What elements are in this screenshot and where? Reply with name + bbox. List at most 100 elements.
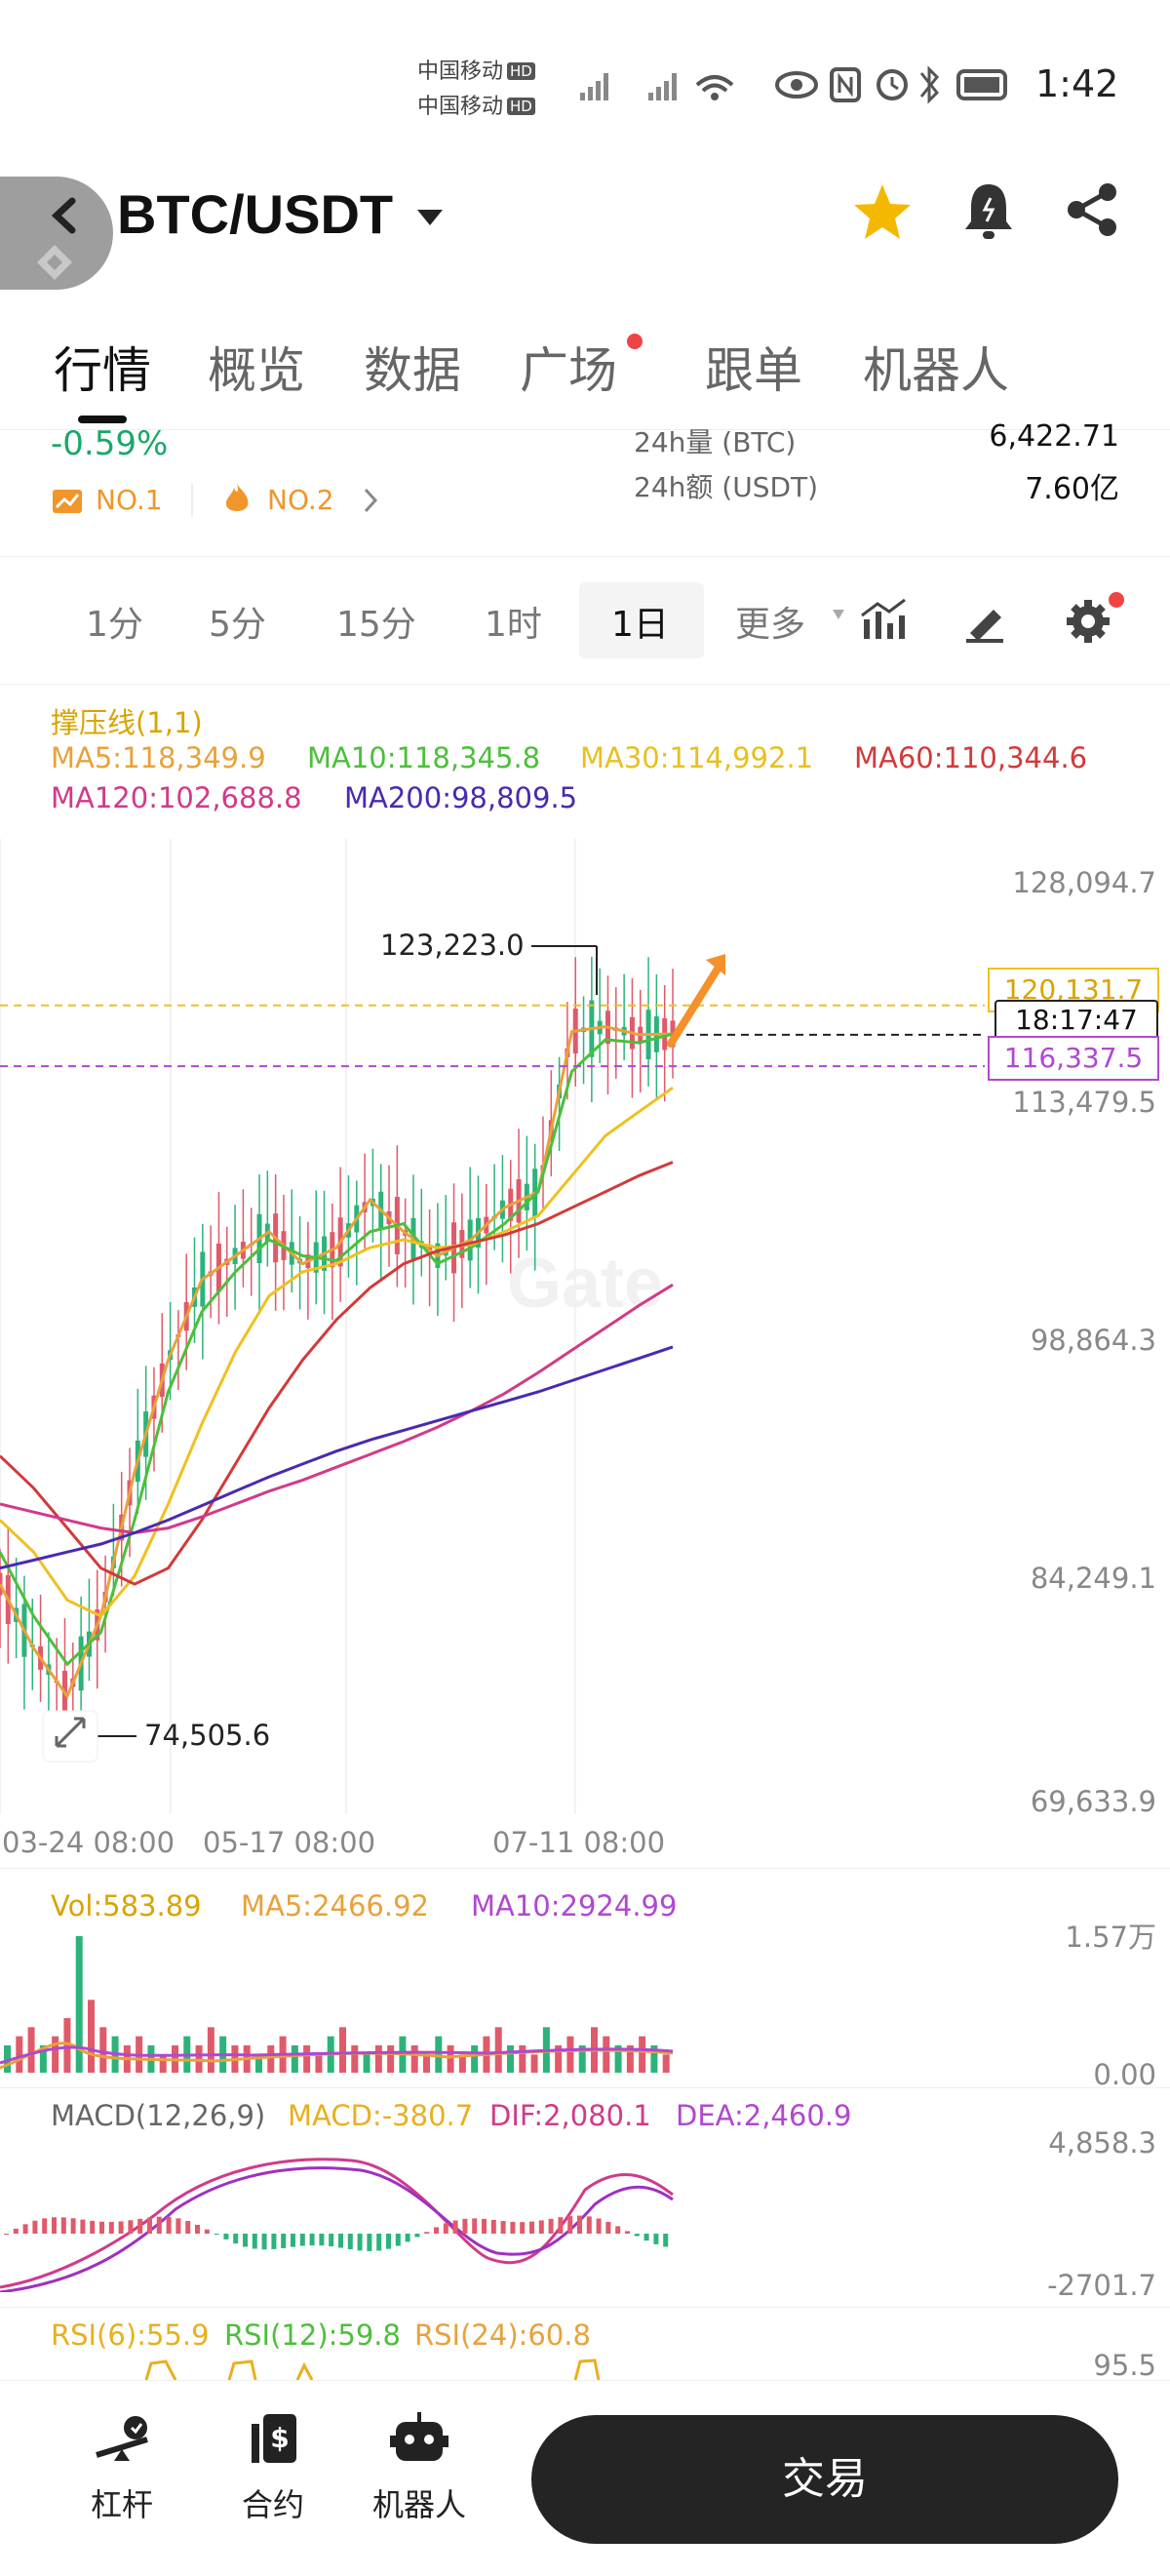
volume-bar xyxy=(458,2054,466,2073)
timeframe-5m[interactable]: 5分 xyxy=(209,605,266,645)
volume-bar xyxy=(75,1936,83,2073)
ma120-label: MA120:102,688.8 xyxy=(51,781,302,814)
x-axis-label-1: 03-24 08:00 xyxy=(2,1826,176,1859)
series-line-ma120 xyxy=(0,1283,674,1535)
macd-bar xyxy=(32,2220,38,2234)
y-axis-label-2: 113,479.5 xyxy=(1012,1086,1156,1119)
tab-bots[interactable]: 机器人 xyxy=(863,342,1009,399)
tab-copy-trading[interactable]: 跟单 xyxy=(705,342,802,399)
notification-dot xyxy=(627,334,643,349)
timeframe-15m[interactable]: 15分 xyxy=(336,605,416,645)
macd-bar xyxy=(214,2234,219,2235)
macd-bar xyxy=(520,2222,526,2234)
high-label: 123,223.0 xyxy=(380,929,525,962)
volume-ma10-label: MA10:2924.99 xyxy=(471,1889,678,1922)
timeframe-1m[interactable]: 1分 xyxy=(86,605,143,645)
bell-icon[interactable] xyxy=(959,178,1018,243)
share-icon[interactable] xyxy=(1063,180,1121,239)
price-change-percent: -0.59% xyxy=(51,424,169,463)
trade-button[interactable]: 交易 xyxy=(531,2415,1118,2544)
series-line-ma10 xyxy=(0,1032,674,1667)
y-axis-label-3: 98,864.3 xyxy=(1030,1324,1156,1357)
tab-market[interactable]: 行情 xyxy=(54,342,151,399)
ma10-label: MA10:118,345.8 xyxy=(307,741,541,774)
volume-bar xyxy=(291,2045,298,2073)
volume-bar xyxy=(255,2054,262,2073)
dropdown-icon[interactable] xyxy=(415,206,445,229)
nav-leverage[interactable]: 杠杆 xyxy=(58,2410,185,2525)
timeframe-1h[interactable]: 1时 xyxy=(485,605,542,645)
macd-bar xyxy=(367,2234,372,2251)
amount-label: 24h额 (USDT) xyxy=(634,471,819,503)
macd-bar xyxy=(490,2219,496,2234)
macd-bar xyxy=(70,2218,76,2234)
settings-icon[interactable] xyxy=(1063,594,1115,647)
star-icon[interactable] xyxy=(851,180,914,243)
volume-ma5-label: MA5:2466.92 xyxy=(241,1889,430,1922)
volume-label: 24h量 (BTC) xyxy=(634,426,797,458)
chevron-right-icon[interactable] xyxy=(361,486,380,515)
macd-bar xyxy=(567,2215,573,2234)
macd-bar xyxy=(338,2234,343,2248)
macd-bar xyxy=(118,2221,124,2234)
macd-bar xyxy=(319,2234,325,2246)
macd-bar xyxy=(299,2234,305,2246)
macd-bar xyxy=(472,2218,478,2234)
nav-bots[interactable]: 机器人 xyxy=(356,2410,483,2525)
y-axis-label-5: 69,633.9 xyxy=(1030,1785,1156,1818)
volume-bar xyxy=(555,2045,563,2073)
bottom-nav: 杠杆 $ 合约 机器人 交易 xyxy=(0,2380,1170,2576)
macd-bar xyxy=(452,2220,458,2234)
macd-bar xyxy=(538,2220,544,2234)
timeframe-more[interactable]: 更多 xyxy=(735,605,806,645)
rank-badge-2[interactable]: NO.2 xyxy=(267,484,334,516)
volume-bar xyxy=(471,2045,479,2073)
volume-chart xyxy=(0,1936,674,2073)
volume-bar xyxy=(52,2036,59,2073)
volume-bar xyxy=(435,2036,443,2073)
timeframe-1d[interactable]: 1日 xyxy=(611,605,669,645)
carrier-2: 中国移动 HD xyxy=(417,89,535,120)
macd-bar xyxy=(482,2218,487,2234)
candlestick-chart[interactable]: Gate xyxy=(0,839,1170,1814)
macd-bar xyxy=(128,2220,134,2234)
divider xyxy=(0,1868,1170,1869)
macd-bar xyxy=(596,2218,602,2234)
rank-badge-1[interactable]: NO.1 xyxy=(96,484,163,516)
macd-bar xyxy=(223,2234,229,2239)
macd-bar xyxy=(376,2234,382,2251)
macd-bar xyxy=(42,2218,48,2234)
volume-bar xyxy=(27,2027,35,2073)
macd-bar xyxy=(108,2221,114,2234)
pair-title[interactable]: BTC/USDT xyxy=(117,183,394,245)
ma5-label: MA5:118,349.9 xyxy=(51,741,266,774)
draw-pen-icon[interactable] xyxy=(960,596,1009,645)
macd-bar xyxy=(558,2217,564,2234)
macd-bar xyxy=(605,2221,611,2234)
volume-bar xyxy=(639,2036,646,2073)
rsi12-value: RSI(12):59.8 xyxy=(224,2318,401,2352)
tab-bar: 行情 概览 数据 广场 跟单 机器人 xyxy=(0,322,1170,430)
macd-bar xyxy=(625,2231,630,2234)
fullscreen-button[interactable] xyxy=(42,1710,98,1763)
macd-bar xyxy=(405,2234,410,2242)
volume-value: 6,422.71 xyxy=(989,419,1119,454)
tab-data[interactable]: 数据 xyxy=(364,342,461,399)
macd-bar xyxy=(500,2221,506,2234)
back-button[interactable] xyxy=(0,177,113,290)
macd-value: MACD:-380.7 xyxy=(288,2099,474,2132)
macd-bar xyxy=(663,2234,669,2247)
tab-square[interactable]: 广场 xyxy=(520,342,617,399)
volume-bar xyxy=(363,2054,370,2073)
macd-bar xyxy=(261,2234,267,2250)
tab-overview[interactable]: 概览 xyxy=(208,342,305,399)
status-bar: 中国移动 HD 中国移动 HD 1:42 xyxy=(0,0,1170,156)
volume-bar xyxy=(530,2054,538,2073)
indicator-icon[interactable] xyxy=(858,596,907,645)
divider xyxy=(0,2087,1170,2088)
nav-contract[interactable]: $ 合约 xyxy=(210,2410,336,2525)
volume-bar xyxy=(339,2027,346,2073)
timeframe-bar: 1分 5分 15分 1时 1日 更多 xyxy=(0,556,1170,685)
moving-average-lines xyxy=(0,1025,674,1700)
macd-bar xyxy=(147,2217,152,2234)
